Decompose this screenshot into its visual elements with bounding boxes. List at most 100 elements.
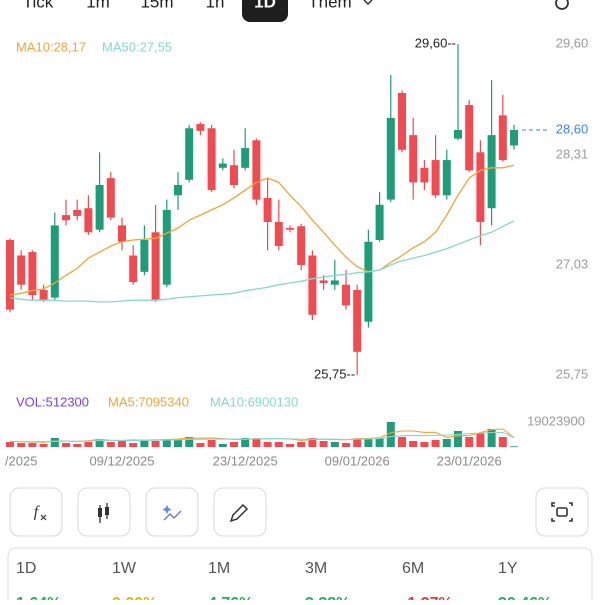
y-tick-label: 25,75 [556, 366, 589, 381]
candle-icon [105, 507, 109, 515]
volume-bar [140, 440, 149, 447]
candle-body [263, 197, 272, 222]
volume-legend-entry: MA10:6900130 [210, 394, 298, 409]
candle-body [129, 255, 138, 283]
volume-bar [73, 443, 82, 447]
volume-bar [510, 446, 518, 448]
candle-body [274, 221, 283, 247]
volume-bar [62, 442, 70, 447]
volume-bar [420, 441, 429, 447]
screenshot-corners [551, 502, 573, 522]
tab[interactable]: 1h [206, 0, 225, 11]
candle-body [50, 225, 59, 298]
candle-body [241, 148, 250, 168]
candle-body [409, 135, 418, 183]
volume-bar [308, 437, 317, 447]
tab[interactable]: Tick [23, 0, 54, 11]
candle-body [319, 280, 328, 284]
volume-bar [319, 440, 328, 447]
candle-body [375, 204, 384, 241]
screenshot-center [556, 507, 568, 517]
candle-body [454, 129, 462, 139]
volume-bar [129, 442, 138, 447]
legend-entry: MA10:28,17 [16, 39, 86, 54]
candle-body [39, 289, 48, 301]
period-change: 1,64% [16, 595, 61, 600]
fx-button[interactable] [9, 487, 63, 537]
volume-bar [185, 436, 194, 447]
volume-bar [95, 438, 104, 447]
candle-body [118, 225, 126, 242]
candle-body [297, 226, 306, 265]
candle-body [106, 178, 115, 218]
candle-body [510, 129, 518, 146]
candle-body [442, 160, 451, 196]
fx-icon: f [34, 504, 41, 521]
volume-bar [207, 439, 216, 447]
tab[interactable]: 1m [86, 0, 110, 11]
ai-sparkle [162, 505, 172, 514]
candle-body [151, 232, 160, 301]
last-price-label: 28,60 [556, 121, 589, 136]
draw-button[interactable] [213, 487, 267, 537]
tools [9, 487, 589, 537]
candle-body [498, 115, 507, 161]
volume-bar [297, 441, 306, 447]
tab[interactable]: Thêm [308, 0, 351, 11]
volume-bar [476, 432, 485, 447]
candle-body [185, 128, 194, 180]
candle-body [28, 252, 37, 296]
candle-body [17, 255, 26, 285]
volume-bar [274, 441, 283, 447]
candle-icon [98, 508, 102, 517]
period-label: 6M [402, 560, 424, 577]
more-chevron[interactable] [363, 0, 373, 6]
volume-bar [353, 438, 362, 447]
candle-body [84, 208, 93, 233]
period-label: 1W [112, 560, 137, 577]
volume-ma-line [9, 431, 515, 443]
volume-bar [17, 442, 26, 447]
max-annotation: 29,60-- [415, 35, 456, 50]
candle-body [465, 105, 474, 171]
volume-bar [84, 441, 93, 447]
volume-legend-entry: MA5:7095340 [108, 394, 189, 409]
volume-bar [151, 440, 160, 447]
y-tick-label: 28,31 [556, 146, 589, 161]
volume-bar [196, 442, 205, 447]
volume-bar [498, 436, 507, 447]
candle-body [174, 184, 182, 196]
legend-entry: MA50:27,55 [102, 39, 172, 54]
tab-selected-pill[interactable] [242, 0, 288, 22]
volume-bar [409, 440, 418, 447]
candle-body [342, 284, 350, 306]
volume-bar [230, 441, 238, 447]
candle-body [162, 209, 171, 285]
volume-bar [442, 438, 451, 447]
candle-body [364, 241, 373, 322]
candle-body [218, 163, 227, 168]
x-tick-label: 09/12/2025 [89, 453, 154, 468]
period-change: -1,27% [402, 595, 453, 600]
volume-legend-entry: VOL:512300 [16, 394, 89, 409]
tab[interactable]: 1D [254, 0, 276, 11]
screenshot-button[interactable] [535, 487, 589, 537]
volume-bar [162, 439, 171, 447]
candle-body [420, 167, 429, 183]
ai-button[interactable] [145, 487, 199, 537]
candle-button[interactable] [77, 487, 131, 537]
candle-body [6, 240, 14, 310]
candle-body [207, 128, 216, 191]
candle-body [330, 280, 339, 285]
settings-icon[interactable] [555, 0, 569, 10]
volume-bar [386, 422, 395, 447]
candle-body [140, 240, 149, 272]
period-change: 3,38% [305, 595, 350, 600]
volume-tick-label: 19023900 [527, 413, 585, 428]
period-label: 3M [305, 560, 327, 577]
fx-icon-x [40, 514, 47, 521]
period-change: 4,76% [208, 595, 253, 600]
volume-bar [398, 436, 406, 447]
tab[interactable]: 15m [140, 0, 173, 11]
